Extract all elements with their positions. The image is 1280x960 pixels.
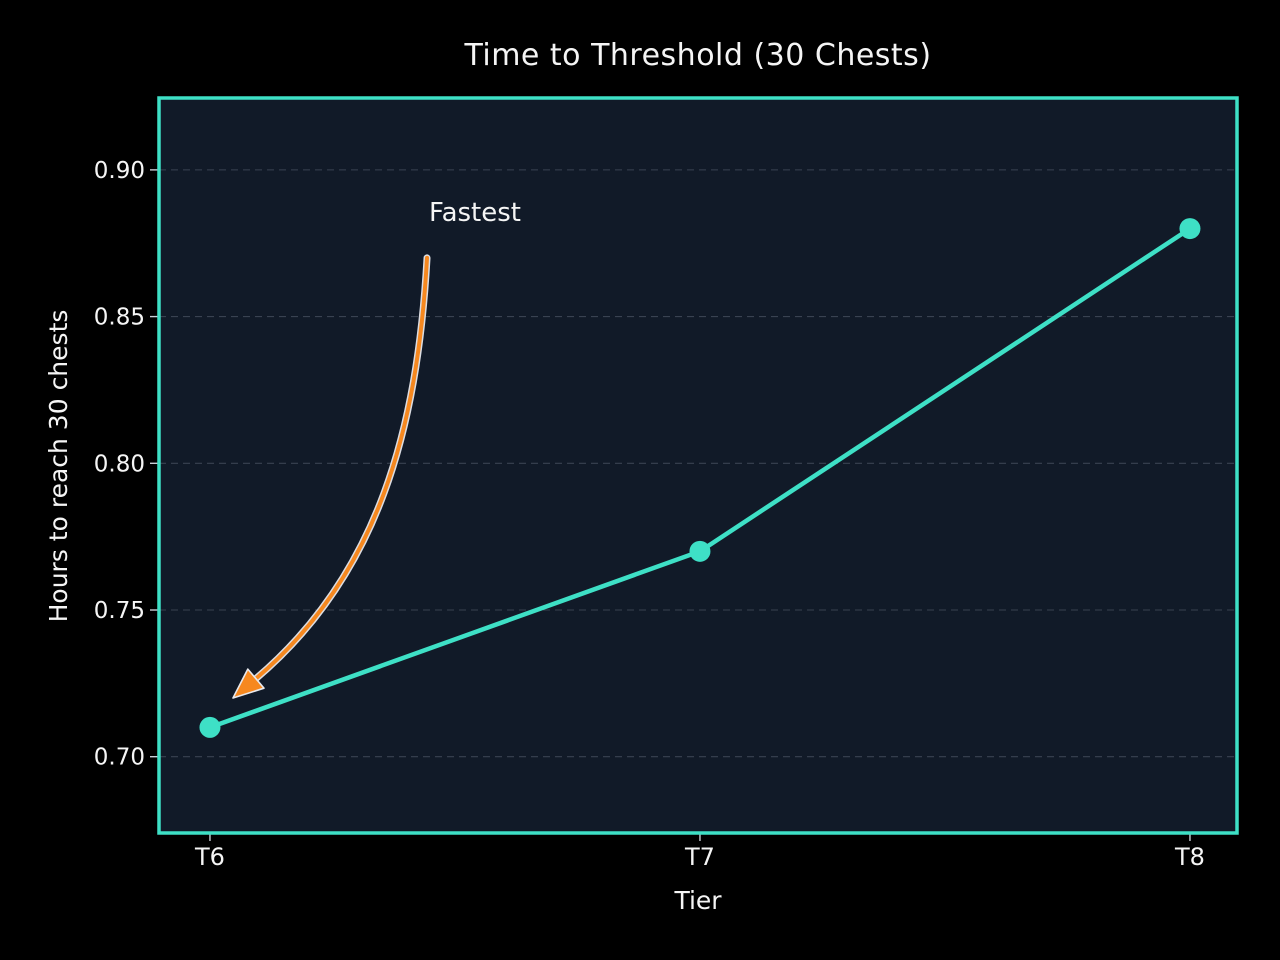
annotation-label: Fastest	[429, 198, 521, 228]
x-tick-label: T7	[684, 843, 715, 871]
plot-background	[159, 98, 1237, 833]
y-tick-label: 0.70	[94, 745, 145, 771]
y-axis-label: Hours to reach 30 chests	[44, 309, 73, 623]
y-tick-label: 0.80	[94, 451, 145, 477]
y-tick-label: 0.90	[94, 158, 145, 184]
annotation-arrow-head	[232, 668, 265, 699]
data-point-marker-T8	[1179, 218, 1201, 240]
data-point-marker-T6	[199, 716, 221, 738]
y-tick-label: 0.75	[94, 598, 145, 624]
y-tick-label: 0.85	[94, 305, 145, 331]
plot-border	[157, 96, 1239, 835]
x-tick-label: T8	[1174, 843, 1205, 871]
chart-title: Time to Threshold (30 Chests)	[464, 38, 932, 73]
annotation-arrow-shaft	[253, 255, 430, 681]
data-point-marker-T7	[689, 540, 711, 562]
x-tick-label: T6	[194, 843, 225, 871]
x-axis-label: Tier	[674, 886, 722, 915]
